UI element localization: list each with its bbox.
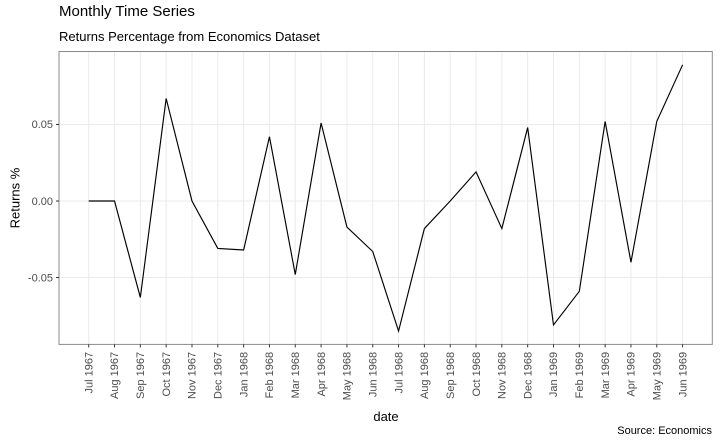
- y-axis-title: Returns %: [7, 167, 23, 229]
- x-tick-label: Aug 1968: [419, 352, 431, 399]
- x-tick-label: Jun 1968: [367, 352, 379, 397]
- x-tick-label: Apr 1969: [626, 352, 638, 397]
- x-tick-label: Nov 1968: [497, 352, 509, 399]
- x-tick-label: Dec 1968: [522, 352, 534, 399]
- x-tick-label: Oct 1967: [161, 352, 173, 397]
- panel-background: [59, 51, 713, 345]
- x-tick-label: Feb 1968: [264, 352, 276, 398]
- x-tick-label: Jul 1967: [83, 352, 95, 394]
- x-tick-label: Jun 1969: [677, 352, 689, 397]
- x-axis-title: date: [373, 409, 399, 424]
- x-tick-label: Nov 1967: [187, 352, 199, 399]
- x-tick-label: May 1969: [652, 352, 664, 400]
- x-tick-label: Mar 1969: [600, 352, 612, 398]
- x-tick-label: May 1968: [342, 352, 354, 400]
- x-tick-label: Oct 1968: [471, 352, 483, 397]
- chart-title: Monthly Time Series: [59, 3, 195, 20]
- x-tick-label: Apr 1968: [316, 352, 328, 397]
- y-tick-label: -0.05: [28, 272, 53, 284]
- x-tick-label: Sep 1968: [445, 352, 457, 399]
- returns-line: [88, 64, 684, 334]
- x-tick-label: Aug 1967: [109, 352, 121, 399]
- x-tick-label: Jan 1969: [548, 352, 560, 397]
- chart-subtitle: Returns Percentage from Economics Datase…: [59, 29, 320, 44]
- y-tick-label: 0.05: [32, 119, 53, 131]
- x-tick-label: Jul 1968: [393, 352, 405, 394]
- y-tick-label: 0.00: [32, 196, 53, 208]
- x-tick-label: Jan 1968: [238, 352, 250, 397]
- x-tick-label: Feb 1969: [574, 352, 586, 398]
- panel-border: [58, 51, 713, 345]
- x-tick-label: Dec 1967: [213, 352, 225, 399]
- x-tick-label: Mar 1968: [290, 352, 302, 398]
- source-caption: Source: Economics: [617, 425, 712, 437]
- x-tick-label: Sep 1967: [135, 352, 147, 399]
